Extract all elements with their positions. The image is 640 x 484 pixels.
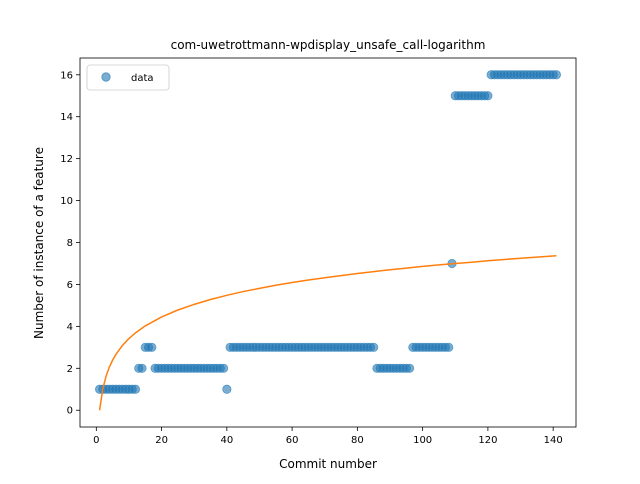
data-point: [147, 342, 157, 352]
x-tick-label: 120: [478, 435, 497, 446]
legend-marker: [101, 72, 111, 82]
y-tick-label: 16: [60, 70, 73, 81]
y-tick-label: 12: [60, 154, 73, 165]
x-tick-label: 80: [351, 435, 364, 446]
chart-title: com-uwetrottmann-wpdisplay_unsafe_call-l…: [171, 38, 486, 52]
fit-line: [98, 254, 557, 411]
y-tick-label: 10: [60, 196, 73, 207]
legend-box: [86, 64, 170, 91]
y-tick-label: 2: [67, 364, 73, 375]
data-point: [369, 342, 379, 352]
x-axis-label: Commit number: [279, 457, 377, 471]
legend-label: data: [131, 73, 154, 84]
data-point: [444, 342, 454, 352]
legend: data: [86, 64, 170, 91]
data-point: [137, 363, 147, 373]
x-tick-label: 20: [155, 435, 168, 446]
y-tick-label: 6: [67, 280, 73, 291]
data-point: [130, 384, 141, 394]
y-tick-label: 4: [67, 322, 73, 333]
data-point: [404, 363, 415, 373]
y-tick-label: 0: [67, 406, 73, 417]
data-point: [483, 91, 493, 101]
x-tick-label: 0: [93, 435, 99, 446]
data-point: [222, 384, 232, 394]
data-point: [551, 70, 562, 80]
x-tick-label: 100: [413, 435, 432, 446]
y-axis-label: Number of instance of a feature: [32, 147, 46, 339]
x-tick-label: 60: [286, 435, 299, 446]
x-tick-label: 40: [220, 435, 233, 446]
y-tick-label: 8: [67, 238, 73, 249]
data-point: [218, 363, 229, 373]
plot-area: 0 20 40 60 80 100 120 140 0 2 4 6 8 10 12 14 16: [60, 57, 577, 446]
x-tick-label: 140: [544, 435, 563, 446]
y-tick-label: 14: [60, 112, 73, 123]
